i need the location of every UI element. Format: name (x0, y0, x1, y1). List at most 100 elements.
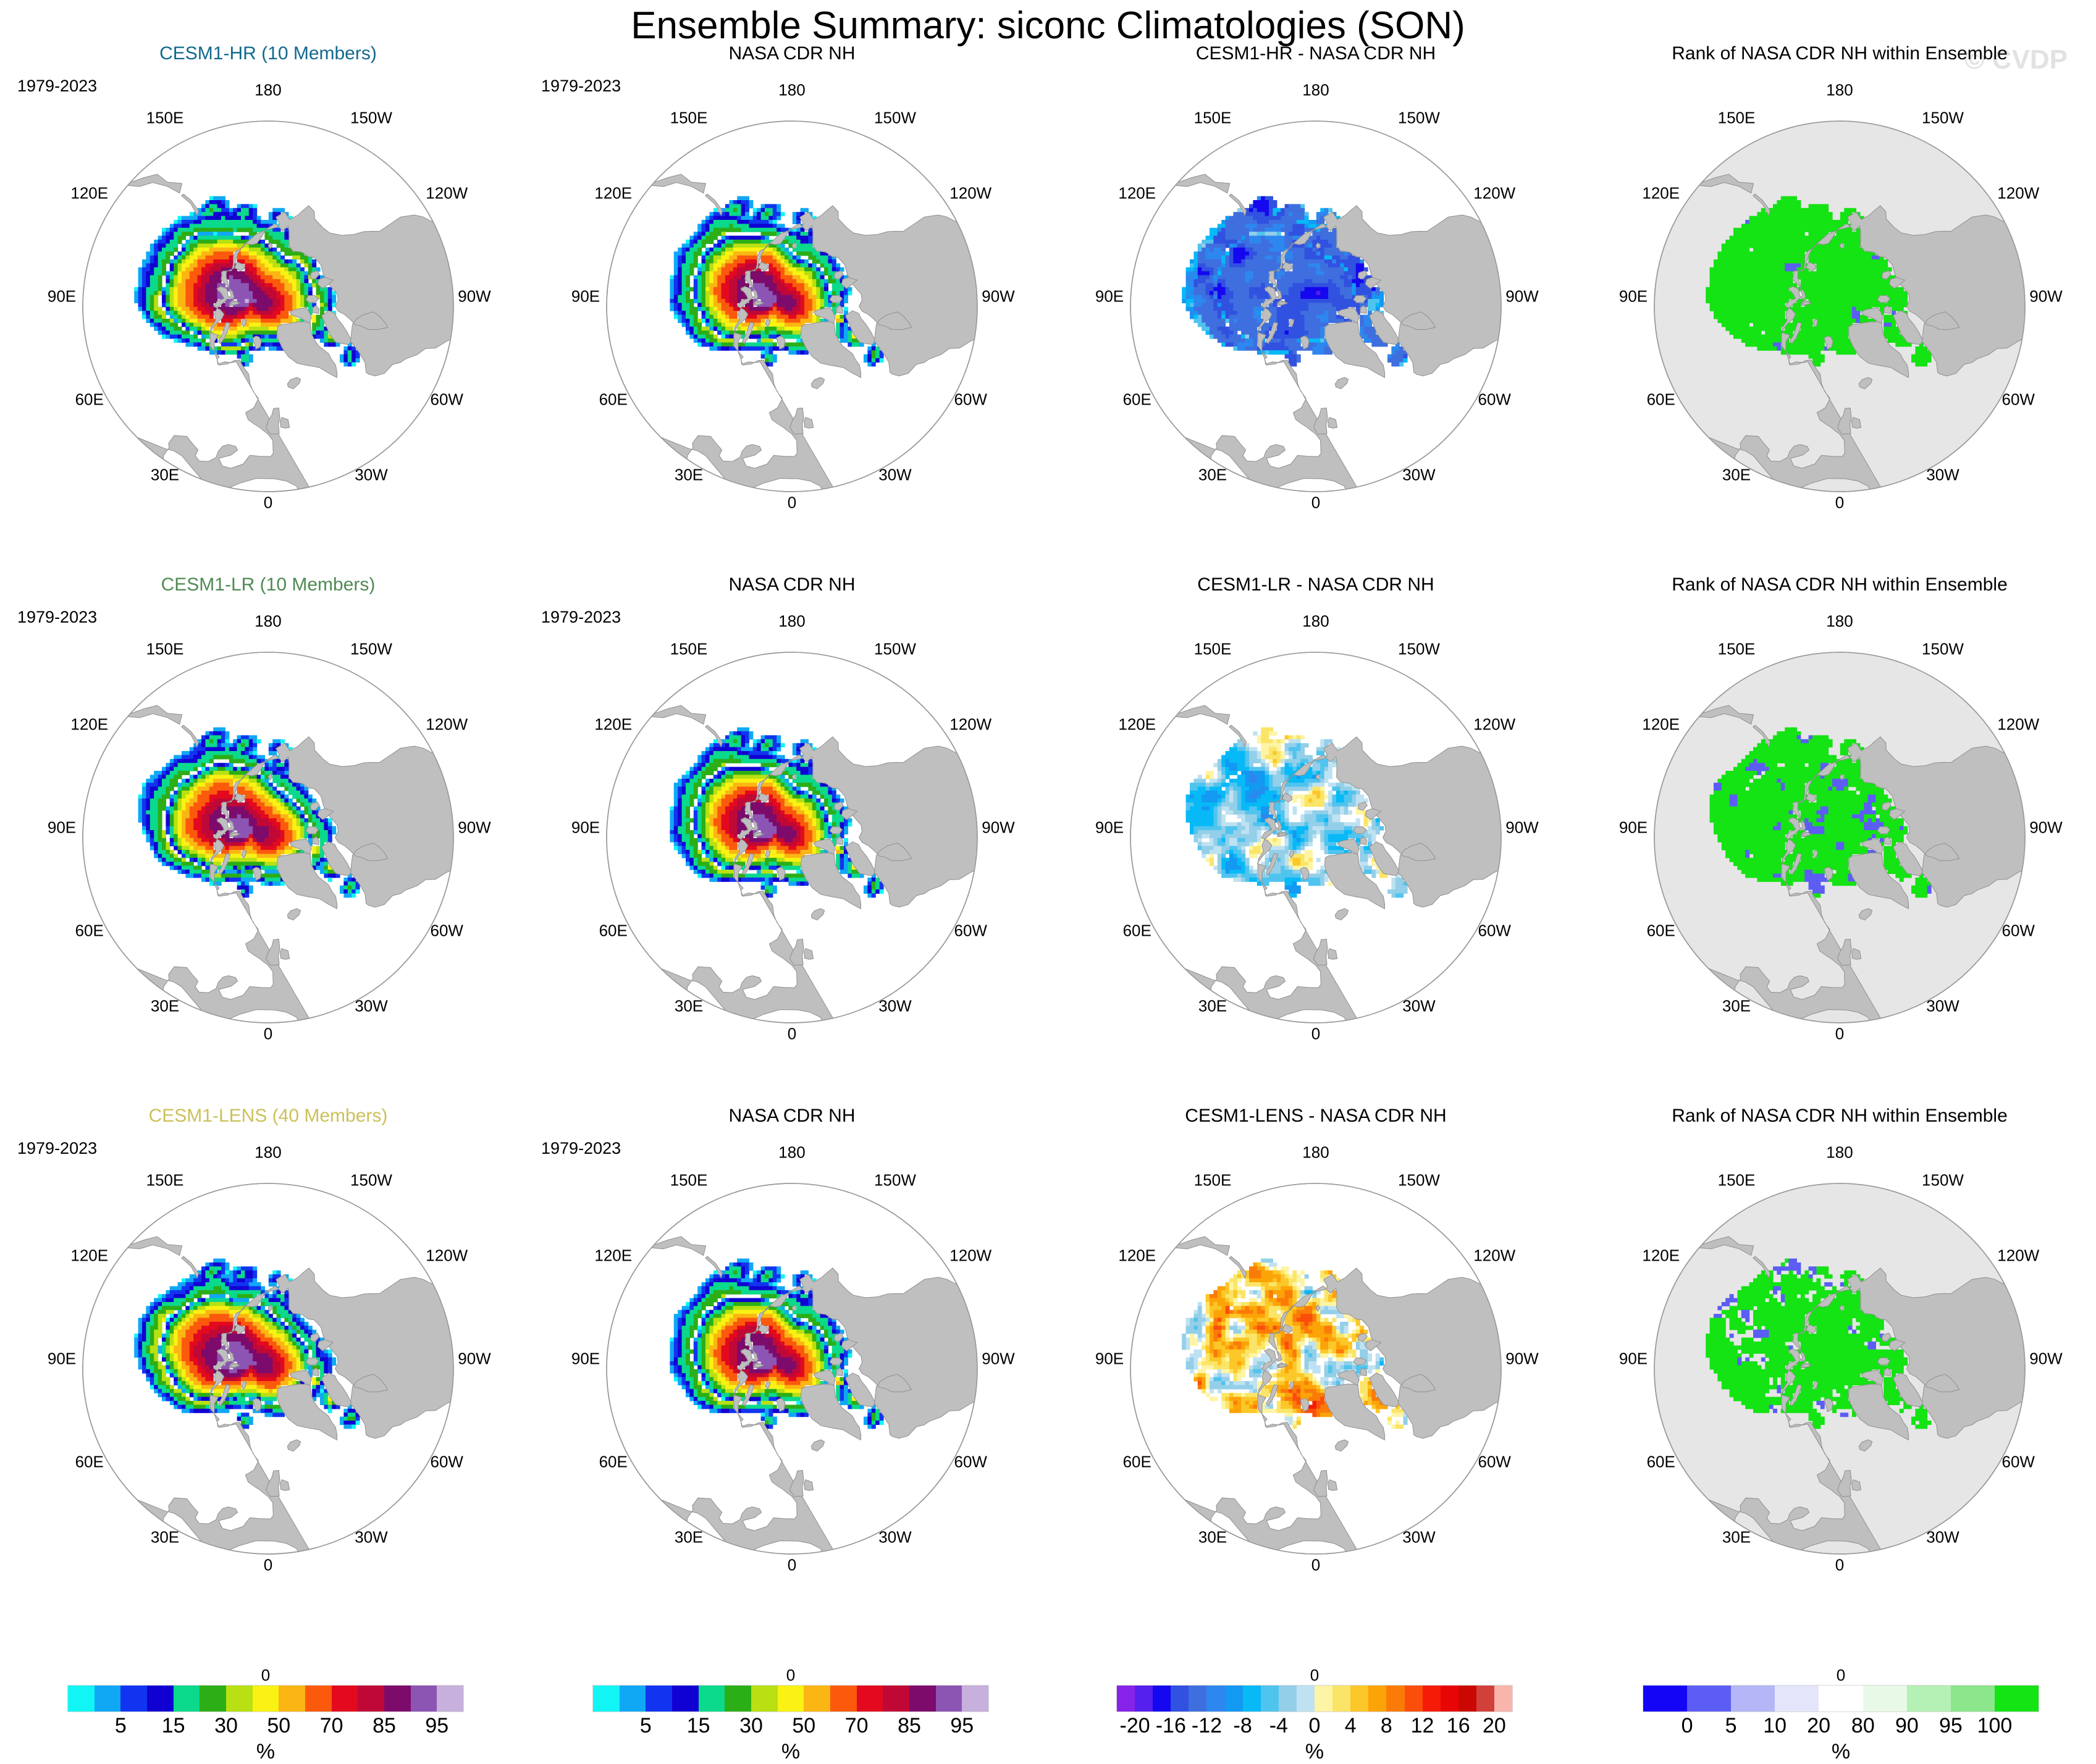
colorbar-tick-label: 8 (1381, 1714, 1392, 1738)
lon-label-30E: 30E (675, 466, 703, 485)
lon-label-90W: 90W (458, 1350, 490, 1369)
lon-label-30W: 30W (878, 997, 911, 1016)
panel-title-cesm1-lens-diff: CESM1-LENS - NASA CDR NH (1054, 1107, 1578, 1125)
lon-label-60W: 60W (2002, 922, 2035, 941)
colorbar-swatch (1225, 1686, 1243, 1712)
colorbar-tick-label: 15 (162, 1714, 185, 1738)
colorbar-swatch (1819, 1686, 1862, 1712)
lon-label-30W: 30W (355, 1528, 387, 1547)
lon-label-0: 0 (264, 494, 272, 513)
panel-title-cesm1-lens-rank: Rank of NASA CDR NH within Ensemble (1578, 1107, 2096, 1125)
lon-label-0: 0 (1311, 1556, 1320, 1575)
lon-label-60W: 60W (431, 390, 463, 410)
page-title: Ensemble Summary: siconc Climatologies (… (0, 4, 2096, 48)
colorbar-swatch (1243, 1686, 1261, 1712)
colorbar-tick-label: 4 (1345, 1714, 1357, 1738)
colorbar-units-siconc-model: % (68, 1740, 463, 1764)
colorbar-tick-label: 20 (1807, 1714, 1830, 1738)
colorbar-tick-label: 70 (320, 1714, 343, 1738)
colorbar-swatch (936, 1686, 962, 1712)
colorbar-tick-label: 0 (1681, 1714, 1693, 1738)
lon-label-90E: 90E (48, 287, 76, 306)
panel-title-cesm1-lr-diff: CESM1-LR - NASA CDR NH (1054, 576, 1578, 594)
lon-label-0: 0 (264, 1025, 272, 1044)
lon-label-60W: 60W (431, 1453, 463, 1472)
colorbar-zero-mark: 0 (1310, 1666, 1319, 1685)
colorbar-units-rank-percentile: % (1643, 1740, 2039, 1764)
lon-label-90E: 90E (48, 1350, 76, 1369)
colorbar-swatch (1863, 1686, 1907, 1712)
lon-label-0: 0 (788, 494, 796, 513)
lon-label-120E: 120E (594, 1246, 632, 1266)
lon-label-150E: 150E (1718, 639, 1756, 658)
colorbar-tick-label: 15 (687, 1714, 710, 1738)
colorbar-tick-label: 100 (1977, 1714, 2013, 1738)
lon-label-30W: 30W (1926, 466, 1959, 485)
colorbar-tick-label: 95 (950, 1714, 974, 1738)
colorbar-units-siconc-difference: % (1117, 1740, 1512, 1764)
colorbar-swatch (620, 1686, 646, 1712)
lon-label-90W: 90W (1505, 287, 1538, 306)
lon-label-30E: 30E (1722, 466, 1751, 485)
lon-label-120E: 120E (70, 184, 108, 203)
lon-label-150E: 150E (1718, 108, 1756, 127)
colorbar-swatch (672, 1686, 699, 1712)
lon-label-30W: 30W (1402, 1528, 1435, 1547)
lon-label-60E: 60E (75, 922, 104, 941)
panel-title-cesm1-hr-obs: NASA CDR NH (530, 44, 1054, 63)
panel-title-cesm1-hr-diff: CESM1-HR - NASA CDR NH (1054, 44, 1578, 63)
colorbar-tick-label: 30 (214, 1714, 238, 1738)
colorbar-swatch (174, 1686, 200, 1712)
lon-label-30W: 30W (878, 466, 911, 485)
colorbar-swatch (1476, 1686, 1494, 1712)
lon-label-180: 180 (778, 1143, 805, 1162)
lon-label-180: 180 (255, 612, 281, 631)
lon-label-30W: 30W (1926, 1528, 1959, 1547)
colorbar-swatch (1441, 1686, 1458, 1712)
panel-title-cesm1-lr-obs: NASA CDR NH (530, 576, 1054, 594)
lon-label-120W: 120W (1473, 715, 1515, 734)
colorbar-swatch (646, 1686, 672, 1712)
panel-title-cesm1-lens-obs: NASA CDR NH (530, 1107, 1054, 1125)
colorbar-swatch (857, 1686, 883, 1712)
lon-label-30W: 30W (355, 997, 387, 1016)
colorbar-swatch (1458, 1686, 1476, 1712)
colorbar-zero-mark: 0 (261, 1666, 270, 1685)
lon-label-120W: 120W (1997, 1246, 2039, 1266)
lon-label-60E: 60E (1123, 390, 1151, 410)
colorbar-swatch (120, 1686, 147, 1712)
colorbar-tick-label: -20 (1120, 1714, 1150, 1738)
colorbar-swatch (68, 1686, 95, 1712)
colorbar-swatch (1171, 1686, 1189, 1712)
lon-label-60E: 60E (75, 1453, 104, 1472)
lon-label-120E: 120E (1642, 1246, 1680, 1266)
lon-label-120W: 120W (949, 1246, 991, 1266)
colorbar-tick-label: 5 (115, 1714, 127, 1738)
lon-label-150E: 150E (670, 639, 708, 658)
lon-label-120E: 120E (594, 715, 632, 734)
lon-label-90E: 90E (48, 818, 76, 838)
lon-label-120W: 120W (426, 1246, 468, 1266)
lon-label-90E: 90E (1095, 818, 1124, 838)
lon-label-180: 180 (1826, 612, 1853, 631)
colorbar-tick-label: 30 (739, 1714, 763, 1738)
lon-label-30E: 30E (1198, 1528, 1227, 1547)
lon-label-120W: 120W (1473, 184, 1515, 203)
colorbar-swatch (411, 1686, 437, 1712)
lon-label-120W: 120W (1997, 184, 2039, 203)
colorbar-tick-label: 20 (1483, 1714, 1506, 1738)
lon-label-60W: 60W (954, 1453, 987, 1472)
lon-label-60E: 60E (599, 1453, 628, 1472)
lon-label-150E: 150E (1194, 639, 1232, 658)
colorbar-swatch (1189, 1686, 1206, 1712)
colorbar-swatch (1135, 1686, 1153, 1712)
lon-label-60W: 60W (954, 922, 987, 941)
lon-label-150W: 150W (1398, 108, 1440, 127)
panel-title-cesm1-lr-rank: Rank of NASA CDR NH within Ensemble (1578, 576, 2096, 594)
